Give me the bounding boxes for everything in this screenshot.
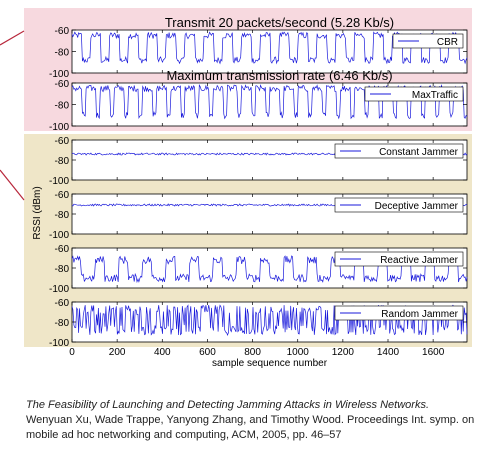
random-jammer-xtick-label: 1000: [287, 347, 310, 358]
random-jammer-xtick-label: 1400: [377, 347, 400, 358]
cbr-legend-label: CBR: [437, 37, 458, 48]
constant-jammer-ytick-label: -60: [55, 136, 70, 147]
x-axis-label: sample sequence number: [212, 358, 328, 369]
rssi-chart: -60 -80 -100 CBR Transmit 20 packets/second …: [0, 0, 481, 390]
maxtraffic-legend-label: MaxTraffic: [412, 90, 458, 101]
deceptive-jammer-ytick-label: -80: [55, 210, 70, 221]
random-jammer-xtick-label: 600: [199, 347, 216, 358]
random-jammer-ytick-label: -60: [55, 298, 70, 309]
random-jammer-xtick-label: 0: [69, 347, 75, 358]
caption-authors: Wenyuan Xu, Wade Trappe, Yanyong Zhang, …: [26, 414, 474, 441]
random-jammer-xtick-label: 400: [154, 347, 171, 358]
constant-jammer-ytick-label: -100: [49, 176, 69, 187]
y-axis-label: RSSI (dBm): [32, 186, 43, 239]
random-jammer-xtick-label: 200: [109, 347, 126, 358]
figure-caption: The Feasibility of Launching and Detecti…: [26, 398, 476, 443]
reactive-jammer-ytick-label: -100: [49, 284, 69, 295]
constant-jammer-ytick-label: -80: [55, 156, 70, 167]
deceptive-jammer-ytick-label: -100: [49, 230, 69, 241]
random-jammer-ytick-label: -100: [49, 338, 69, 349]
random-jammer-xtick-label: 800: [244, 347, 261, 358]
caption-title: The Feasibility of Launching and Detecti…: [26, 399, 429, 411]
deceptive-jammer-ytick-label: -60: [55, 190, 70, 201]
random-jammer-xtick-label: 1200: [332, 347, 355, 358]
random-jammer-legend-label: Random Jammer: [381, 309, 458, 320]
traffic-bracket-line: [0, 31, 24, 45]
reactive-jammer-legend-label: Reactive Jammer: [380, 255, 458, 266]
deceptive-jammer-legend-label: Deceptive Jammer: [375, 201, 459, 212]
maxtraffic-ytick-label: -80: [55, 101, 70, 112]
random-jammer-xtick-label: 1600: [422, 347, 445, 358]
cbr-title: Transmit 20 packets/second (5.28 Kb/s): [165, 15, 394, 30]
maxtraffic-ytick-label: -100: [49, 122, 69, 133]
jammer-bracket-line: [0, 170, 24, 200]
cbr-ytick-label: -80: [55, 48, 70, 59]
constant-jammer-legend-label: Constant Jammer: [379, 147, 459, 158]
reactive-jammer-ytick-label: -60: [55, 244, 70, 255]
reactive-jammer-ytick-label: -80: [55, 264, 70, 275]
maxtraffic-title: Maximum transmission rate (6.46 Kb/s): [166, 68, 392, 83]
maxtraffic-ytick-label: -60: [55, 79, 70, 90]
cbr-ytick-label: -60: [55, 26, 70, 37]
random-jammer-ytick-label: -80: [55, 318, 70, 329]
